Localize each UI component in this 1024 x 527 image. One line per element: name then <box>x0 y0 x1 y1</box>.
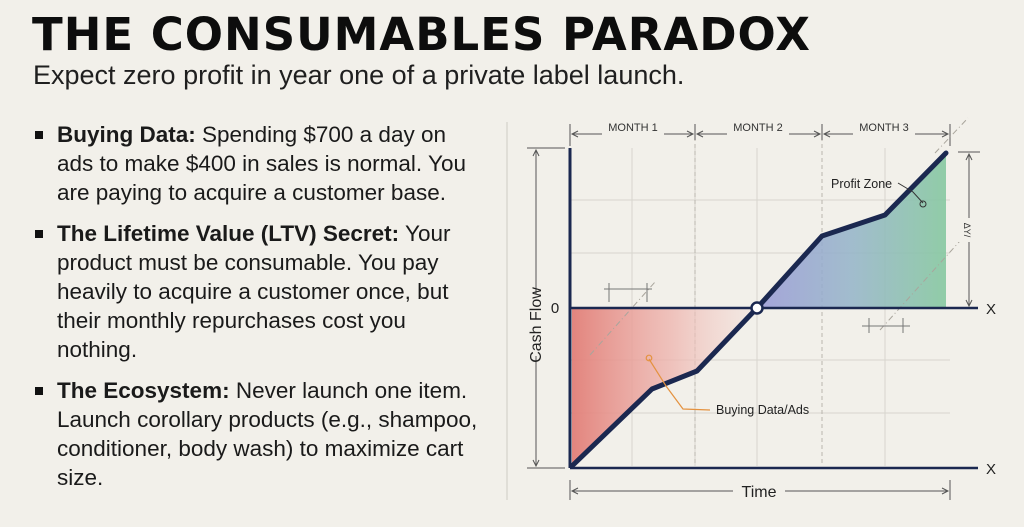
bullet-text: Never launch one item. Launch corollary … <box>57 378 478 490</box>
profit-region <box>757 153 946 308</box>
page-subtitle: Expect zero profit in year one of a priv… <box>33 60 685 90</box>
month-label-bg <box>727 119 789 135</box>
zero-label: 0 <box>551 300 559 317</box>
bullet-marker <box>35 131 43 139</box>
bullet-marker <box>35 387 43 395</box>
y-axis-label: Cash Flow <box>528 287 545 363</box>
month-label-3: MONTH 3 <box>859 122 909 134</box>
month-label-2: MONTH 2 <box>733 122 783 134</box>
profit-zone-label: Profit Zone <box>831 177 892 191</box>
x-axis-label: Time <box>742 484 777 501</box>
bullet-ecosystem: The Ecosystem: Never launch one item. La… <box>34 376 484 492</box>
buying-data-label: Buying Data/Ads <box>716 403 809 417</box>
delta-label: ΔY/ <box>962 223 972 238</box>
bullet-marker <box>35 230 43 238</box>
profit-zone-leader <box>897 182 924 204</box>
time-label-bg <box>733 481 785 501</box>
dimension-ticks <box>604 283 910 333</box>
bullet-list: Buying Data: Spending $700 a day on ads … <box>34 120 484 504</box>
month-label-1: MONTH 1 <box>608 122 658 134</box>
buying-data-marker <box>645 354 653 362</box>
bullet-text: Spending $700 a day on ads to make $400 … <box>57 122 466 205</box>
month-label-bg <box>853 119 915 135</box>
month-label-bg <box>602 119 664 135</box>
buying-data-leader <box>648 358 711 411</box>
bullet-heading: The Ecosystem: <box>57 378 230 403</box>
page-title: THE CONSUMABLES PARADOX <box>32 8 811 61</box>
loss-region <box>572 308 757 466</box>
bullet-buying-data: Buying Data: Spending $700 a day on ads … <box>34 120 484 207</box>
bullet-heading: Buying Data: <box>57 122 196 147</box>
x-end-label-top: X <box>986 301 996 318</box>
x-end-label-bottom: X <box>986 461 996 478</box>
bullet-heading: The Lifetime Value (LTV) Secret: <box>57 221 400 246</box>
guide-lines <box>589 117 969 356</box>
bullet-ltv-secret: The Lifetime Value (LTV) Secret: Your pr… <box>34 219 484 364</box>
bullet-text: Your product must be consumable. You pay… <box>57 221 451 362</box>
y-label-bg <box>526 294 546 356</box>
break-even-point <box>750 301 764 315</box>
profit-zone-marker <box>919 200 927 208</box>
delta-label-bg <box>956 218 972 242</box>
